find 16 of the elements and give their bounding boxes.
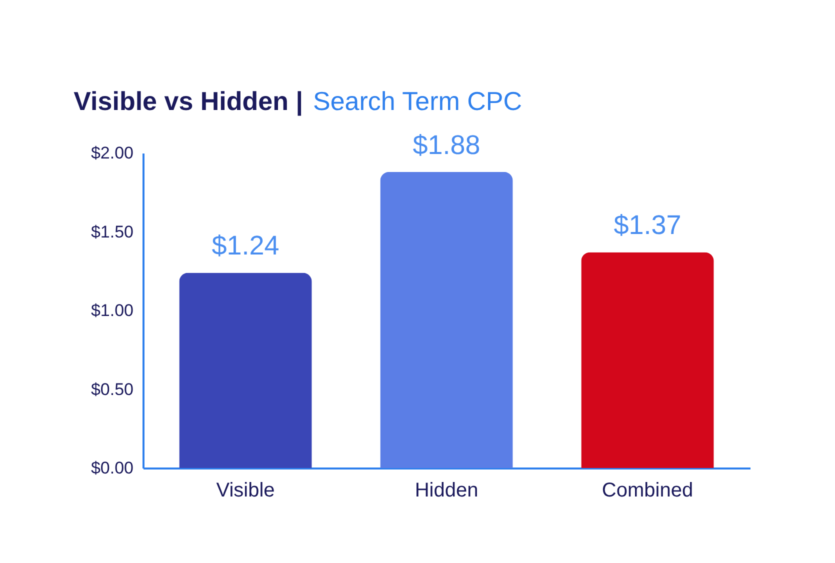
- data-label: $1.88: [412, 130, 480, 160]
- data-label: $1.24: [212, 230, 280, 261]
- y-tick-label: $1.00: [90, 301, 134, 320]
- data-label: $1.37: [614, 210, 682, 240]
- bar: [380, 172, 513, 468]
- y-tick-label: $2.00: [90, 144, 134, 162]
- bar: [179, 272, 312, 468]
- bar: [581, 252, 714, 468]
- y-tick-label: $1.50: [90, 222, 134, 242]
- x-tick-label: Combined: [602, 480, 694, 502]
- x-tick-label: Hidden: [414, 480, 478, 502]
- x-tick-label: Visible: [216, 480, 275, 502]
- chart-title: Visible vs Hidden |: [74, 86, 303, 116]
- y-tick-label: $0.50: [90, 380, 134, 399]
- y-tick-label: $0.00: [90, 458, 134, 478]
- chart-subtitle: Search Term CPC: [313, 86, 522, 116]
